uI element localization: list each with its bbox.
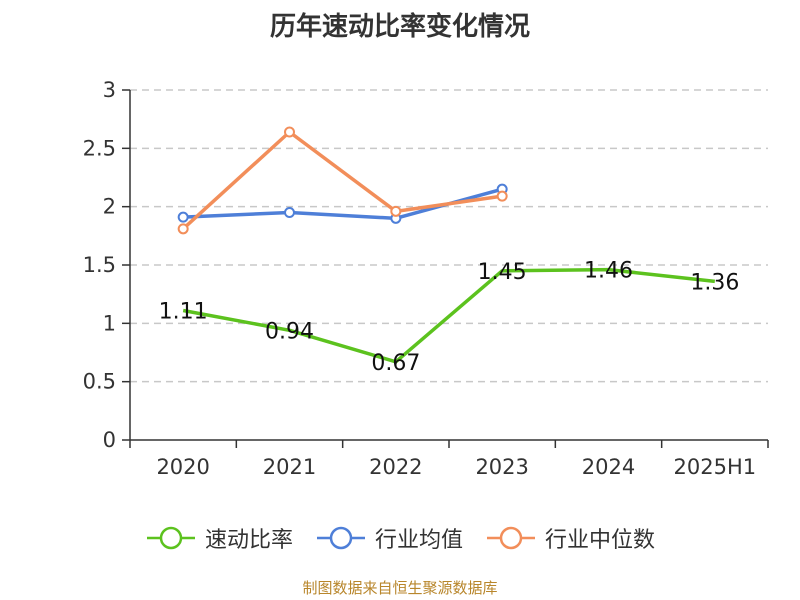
x-tick-label: 2024 <box>582 455 635 479</box>
data-label: 0.94 <box>265 319 314 344</box>
legend-line-circle-icon <box>146 526 195 550</box>
data-point <box>177 223 189 235</box>
legend-marker <box>499 526 523 550</box>
y-tick-label: 2 <box>103 195 116 219</box>
legend-marker <box>329 526 353 550</box>
y-tick-label: 3 <box>103 78 116 102</box>
legend-item[interactable]: 速动比率 <box>145 522 293 554</box>
data-point <box>177 211 189 223</box>
series-line-0 <box>182 267 716 364</box>
data-point <box>284 207 295 218</box>
x-tick-label: 2023 <box>475 455 528 479</box>
grid-lines <box>130 89 768 383</box>
legend-item[interactable]: 行业中位数 <box>485 522 655 554</box>
x-tick-label: 2022 <box>369 455 422 479</box>
series-line-2 <box>181 130 503 231</box>
legend-line-circle-icon <box>316 526 365 550</box>
data-point <box>390 205 402 217</box>
source-note: 制图数据来自恒生聚源数据库 <box>302 579 498 597</box>
legend-label: 行业均值 <box>374 528 463 553</box>
data-label: 0.67 <box>371 351 420 376</box>
data-point <box>496 190 508 202</box>
legend: 速动比率 行业均值 行业中位数 <box>0 518 800 558</box>
data-point <box>284 126 295 138</box>
x-tick-label: 2021 <box>263 455 316 479</box>
y-tick-label: 1.5 <box>83 253 116 277</box>
axes: 0 0.5 1 1.5 2 2.5 3 2020 2021 2022 2023 2024 2025H1 <box>83 78 769 479</box>
x-tick-label: 2020 <box>156 455 209 479</box>
data-label: 1.11 <box>159 300 208 325</box>
x-tick-label: 2025H1 <box>674 455 757 479</box>
y-tick-label: 2.5 <box>83 136 116 160</box>
y-tick-label: 1 <box>103 311 116 335</box>
data-label: 1.36 <box>690 270 739 295</box>
y-tick-label: 0 <box>103 428 116 452</box>
series-lines <box>177 126 716 364</box>
legend-item[interactable]: 行业均值 <box>315 522 463 554</box>
legend-label: 速动比率 <box>204 528 293 553</box>
data-label: 1.45 <box>478 260 527 285</box>
legend-marker <box>159 526 183 550</box>
legend-label: 行业中位数 <box>545 528 656 553</box>
y-tick-label: 0.5 <box>83 370 116 394</box>
legend-line-circle-icon <box>487 526 535 550</box>
chart-title: 历年速动比率变化情况 <box>269 12 530 42</box>
data-label: 1.46 <box>584 259 633 284</box>
data-labels: 1.11 0.94 0.67 1.45 1.46 1.36 <box>159 259 740 376</box>
